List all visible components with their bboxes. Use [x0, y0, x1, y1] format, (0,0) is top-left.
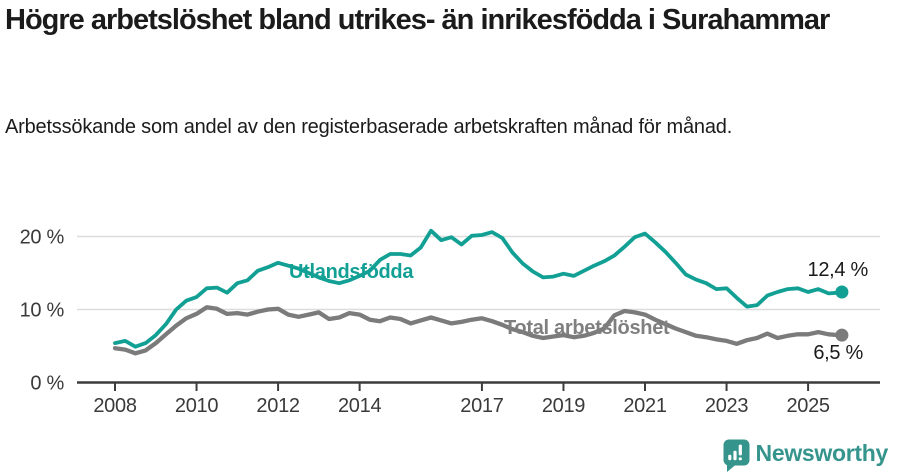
x-tick-label-2014: 2014 [338, 395, 381, 417]
newsworthy-logo-icon [723, 439, 750, 472]
series-label-total-arbetsloshet: Total arbetslöshet [504, 317, 670, 339]
series-line-1 [112, 305, 845, 356]
y-tick-label-0: 0 % [30, 373, 64, 395]
logo-bar-medium [732, 450, 737, 461]
x-tick-label-2012: 2012 [256, 395, 299, 417]
end-value-label-utlandsfodda: 12,4 % [808, 259, 869, 281]
chart-subtitle: Arbetssökande som andel av den registerb… [5, 116, 733, 138]
series-end-dot-1 [835, 328, 849, 342]
gridlines-group: 0 % 10 % 20 % [20, 227, 880, 395]
x-tick-label-2017: 2017 [460, 395, 503, 417]
logo-exclamation-dot [738, 457, 742, 461]
x-tick-label-2021: 2021 [623, 395, 666, 417]
x-axis-group: 2008 2010 2012 2014 2017 2019 2021 2023 2025 [93, 383, 830, 417]
series-lines-group [112, 228, 849, 356]
newsworthy-logo[interactable]: Newsworthy [723, 439, 888, 472]
logo-bar-small [727, 454, 731, 461]
logo-exclamation-bar [738, 444, 742, 456]
x-tick-label-2010: 2010 [175, 395, 218, 417]
y-tick-label-20: 20 % [20, 227, 65, 249]
x-tick-label-2025: 2025 [786, 395, 829, 417]
brand-name: Newsworthy [755, 440, 889, 466]
series-label-utlandsfodda: Utlandsfödda [289, 261, 414, 283]
end-value-label-total: 6,5 % [813, 342, 863, 364]
x-tick-label-2019: 2019 [542, 395, 585, 417]
series-line-0 [113, 228, 844, 349]
y-tick-label-10: 10 % [20, 300, 65, 322]
x-tick-label-2008: 2008 [93, 395, 136, 417]
x-tick-label-2023: 2023 [705, 395, 748, 417]
logo-bubble-tail [726, 463, 736, 472]
chart-title: Högre arbetslöshet bland utrikes- än inr… [5, 4, 830, 36]
series-end-dot-0 [835, 285, 849, 299]
